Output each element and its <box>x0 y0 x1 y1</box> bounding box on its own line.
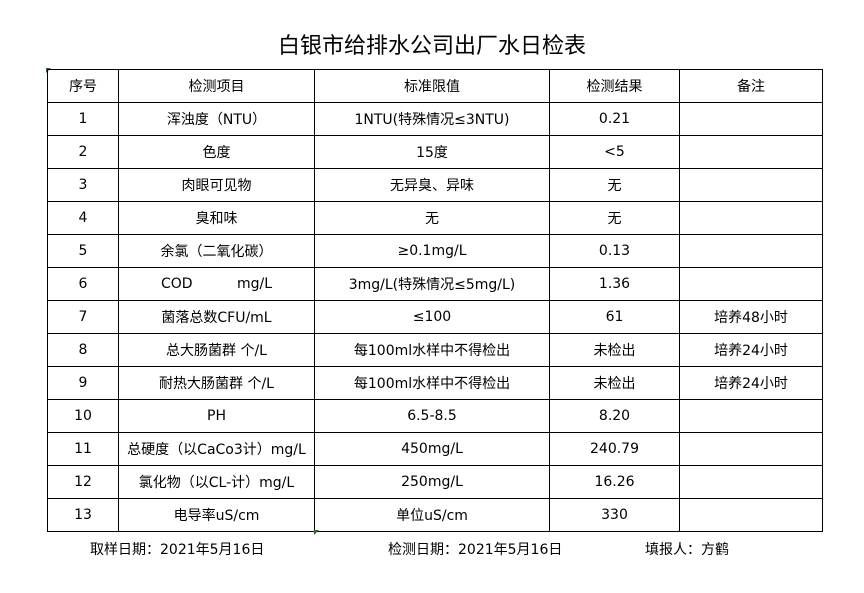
table-cell[interactable] <box>679 399 823 433</box>
table-cell[interactable]: 10 <box>47 399 119 433</box>
table-cell[interactable]: 培养48小时 <box>679 300 823 334</box>
table-cell[interactable] <box>679 168 823 202</box>
table-cell[interactable]: 3 <box>47 168 119 202</box>
table-cell[interactable]: 总硬度（以CaCo3计）mg/L <box>118 432 315 466</box>
table-cell[interactable]: 450mg/L <box>314 432 550 466</box>
table-cell[interactable]: ≤100 <box>314 300 550 334</box>
table-cell[interactable]: 肉眼可见物 <box>118 168 315 202</box>
table-row: 5 余氯（二氧化碳） ≥0.1mg/L 0.13 <box>47 234 823 268</box>
page-title: 白银市给排水公司出厂水日检表 <box>277 34 586 59</box>
table-cell[interactable]: 单位uS/cm <box>314 498 550 532</box>
table-cell[interactable]: 每100ml水样中不得检出 <box>314 366 550 400</box>
table-cell[interactable]: 1.36 <box>549 267 680 301</box>
column-header: 检测项目 <box>118 69 315 103</box>
table-row: 9 耐热大肠菌群 个/L 每100ml水样中不得检出 未检出 培养24小时 <box>47 366 823 400</box>
table-cell[interactable]: 240.79 <box>549 432 680 466</box>
header-row: 序号 检测项目 标准限值 检测结果 备注 <box>47 69 823 103</box>
table-cell[interactable]: 6 <box>47 267 119 301</box>
table-cell[interactable] <box>679 432 823 466</box>
table-cell[interactable]: COD mg/L <box>118 267 315 301</box>
column-header: 序号 <box>47 69 119 103</box>
table-cell[interactable]: 培养24小时 <box>679 366 823 400</box>
table-cell[interactable]: 8.20 <box>549 399 680 433</box>
table-cell[interactable]: 无异臭、异味 <box>314 168 550 202</box>
table-cell[interactable]: 4 <box>47 201 119 235</box>
table-cell[interactable]: 浑浊度（NTU） <box>118 102 315 136</box>
table-row: 1 浑浊度（NTU） 1NTU(特殊情况≤3NTU) 0.21 <box>47 102 823 136</box>
table-cell[interactable]: 每100ml水样中不得检出 <box>314 333 550 367</box>
table-cell[interactable]: 电导率uS/cm <box>118 498 315 532</box>
table-cell[interactable]: 未检出 <box>549 366 680 400</box>
table-cell[interactable] <box>679 465 823 499</box>
table-cell[interactable]: PH <box>118 399 315 433</box>
table-cell[interactable]: 无 <box>549 201 680 235</box>
table-row: 11 总硬度（以CaCo3计）mg/L 450mg/L 240.79 <box>47 432 823 466</box>
column-header: 标准限值 <box>314 69 550 103</box>
table-cell[interactable]: 9 <box>47 366 119 400</box>
reporter: 填报人：方鹤 <box>645 542 729 558</box>
table-row: 2 色度 15度 <5 <box>47 135 823 169</box>
table-cell[interactable]: 6.5-8.5 <box>314 399 550 433</box>
table-row: 3 肉眼可见物 无异臭、异味无 <box>47 168 823 202</box>
table-cell[interactable]: 13 <box>47 498 119 532</box>
table-cell[interactable]: 5 <box>47 234 119 268</box>
table-cell[interactable]: 61 <box>549 300 680 334</box>
table-row: 10 PH 6.5-8.5 8.20 <box>47 399 823 433</box>
table-cell[interactable]: 菌落总数CFU/mL <box>118 300 315 334</box>
table-cell[interactable]: 未检出 <box>549 333 680 367</box>
table-row: 4 臭和味无无 <box>47 201 823 235</box>
table-cell[interactable] <box>679 267 823 301</box>
column-header: 备注 <box>679 69 823 103</box>
table-cell[interactable]: 总大肠菌群 个/L <box>118 333 315 367</box>
table-cell[interactable]: 无 <box>549 168 680 202</box>
table-cell[interactable]: 1NTU(特殊情况≤3NTU) <box>314 102 550 136</box>
table-cell[interactable]: 余氯（二氧化碳） <box>118 234 315 268</box>
table-cell[interactable]: 330 <box>549 498 680 532</box>
table-cell[interactable]: 耐热大肠菌群 个/L <box>118 366 315 400</box>
table-cell[interactable]: <5 <box>549 135 680 169</box>
table-cell[interactable]: 臭和味 <box>118 201 315 235</box>
table-cell[interactable] <box>679 498 823 532</box>
sampling-date: 取样日期：2021年5月16日 <box>90 542 265 558</box>
table-cell[interactable] <box>679 201 823 235</box>
table-cell[interactable]: 250mg/L <box>314 465 550 499</box>
table-cell[interactable] <box>679 234 823 268</box>
test-date: 检测日期：2021年5月16日 <box>388 542 563 558</box>
table-cell[interactable]: 8 <box>47 333 119 367</box>
column-header: 检测结果 <box>549 69 680 103</box>
table-row: 8 总大肠菌群 个/L 每100ml水样中不得检出 未检出 培养24小时 <box>47 333 823 367</box>
table-cell[interactable]: 16.26 <box>549 465 680 499</box>
table-cell[interactable]: 1 <box>47 102 119 136</box>
table-cell[interactable]: 色度 <box>118 135 315 169</box>
table-cell[interactable]: 12 <box>47 465 119 499</box>
table-cell[interactable]: 11 <box>47 432 119 466</box>
table-cell[interactable]: 氯化物（以CL-计）mg/L <box>118 465 315 499</box>
table-cell[interactable] <box>679 135 823 169</box>
table-row: 12 氯化物（以CL-计）mg/L 250mg/L 16.26 <box>47 465 823 499</box>
table-cell[interactable]: 3mg/L(特殊情况≤5mg/L) <box>314 267 550 301</box>
table-row: 6 COD mg/L 3mg/L(特殊情况≤5mg/L) 1.36 <box>47 267 823 301</box>
inspection-table: 序号 检测项目 标准限值 检测结果 备注 1 浑浊度（NTU） 1NTU(特殊情况≤3NTU)… <box>47 69 823 532</box>
table-cell[interactable]: 0.13 <box>549 234 680 268</box>
table-cell[interactable]: 7 <box>47 300 119 334</box>
table-cell[interactable]: 0.21 <box>549 102 680 136</box>
table-cell[interactable]: ≥0.1mg/L <box>314 234 550 268</box>
cell-marker <box>314 530 319 535</box>
table-row: 13 电导率uS/cm 单位uS/cm 330 <box>47 498 823 532</box>
table-cell[interactable]: 15度 <box>314 135 550 169</box>
table-row: 7 菌落总数CFU/mL ≤100 61 培养48小时 <box>47 300 823 334</box>
table-cell[interactable]: 无 <box>314 201 550 235</box>
table-cell[interactable] <box>679 102 823 136</box>
table-cell[interactable]: 培养24小时 <box>679 333 823 367</box>
table-cell[interactable]: 2 <box>47 135 119 169</box>
